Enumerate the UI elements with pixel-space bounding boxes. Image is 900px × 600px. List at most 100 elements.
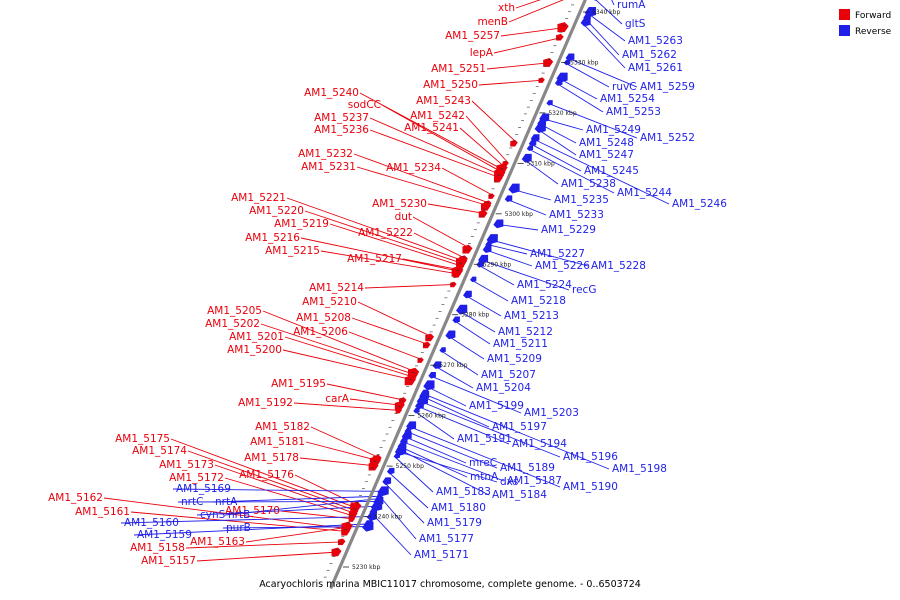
gene-label[interactable]: AM1_5158	[130, 542, 185, 554]
gene-label[interactable]: AM1_5182	[255, 421, 310, 433]
gene-label[interactable]: AM1_5231	[301, 161, 356, 173]
gene-label[interactable]: AM1_5171	[414, 549, 469, 561]
gene-label[interactable]: AM1_5244	[617, 187, 672, 199]
gene-label[interactable]: carA	[325, 393, 350, 405]
gene-label[interactable]: mreC	[469, 457, 497, 469]
gene-label[interactable]: AM1_5209	[487, 353, 542, 365]
gene-label[interactable]: sodCC	[348, 99, 381, 111]
gene-label[interactable]: nrtC	[181, 496, 203, 508]
gene-label[interactable]: AM1_5198	[612, 463, 667, 475]
gene-label[interactable]: AM1_5179	[427, 517, 482, 529]
gene-label[interactable]: AM1_5233	[549, 209, 604, 221]
gene-label[interactable]: AM1_5192	[238, 397, 293, 409]
gene-label[interactable]: AM1_5213	[504, 310, 559, 322]
gene-label[interactable]: AM1_5204	[476, 382, 531, 394]
gene-label[interactable]: AM1_5189	[500, 462, 555, 474]
gene-label[interactable]: menB	[477, 16, 508, 28]
gene-label[interactable]: AM1_5187	[507, 475, 562, 487]
gene-label[interactable]: recG	[572, 284, 596, 296]
gene-label[interactable]: AM1_5247	[579, 149, 634, 161]
gene-label[interactable]: mtnA	[470, 471, 499, 483]
gene-label[interactable]: AM1_5208	[296, 312, 351, 324]
gene-label[interactable]: AM1_5172	[169, 472, 224, 484]
gene-label[interactable]: AM1_5177	[419, 533, 474, 545]
gene-label[interactable]: AM1_5243	[416, 95, 471, 107]
gene-label[interactable]: AM1_5162	[48, 492, 103, 504]
gene-label[interactable]: AM1_5240	[304, 87, 359, 99]
gene-label[interactable]: AM1_5246	[672, 198, 727, 210]
gene-label[interactable]: AM1_5227	[530, 248, 585, 260]
gene-label[interactable]: AM1_5220	[249, 205, 304, 217]
gene-label[interactable]: AM1_5259	[640, 81, 695, 93]
gene-label[interactable]: nrtB	[228, 509, 250, 521]
gene-label[interactable]: AM1_5169	[176, 483, 231, 495]
gene-label[interactable]: dxs	[500, 476, 518, 488]
gene-label[interactable]: AM1_5224	[517, 279, 572, 291]
gene-label[interactable]: AM1_5181	[250, 436, 305, 448]
gene-label[interactable]: dut	[395, 211, 412, 223]
gene-label[interactable]: AM1_5218	[511, 295, 566, 307]
gene-label[interactable]: purB	[226, 522, 251, 534]
gene-label[interactable]: AM1_5211	[493, 338, 548, 350]
gene-label[interactable]: AM1_5263	[628, 35, 683, 47]
gene-label[interactable]: AM1_5196	[563, 451, 618, 463]
gene-label[interactable]: AM1_5203	[524, 407, 579, 419]
gene-label[interactable]: AM1_5241	[404, 122, 459, 134]
gene-label[interactable]: AM1_5160	[124, 517, 179, 529]
gene-label[interactable]: gltS	[625, 18, 646, 30]
gene-label[interactable]: AM1_5197	[492, 421, 547, 433]
gene-label[interactable]: AM1_5254	[600, 93, 655, 105]
gene-label[interactable]: AM1_5229	[541, 224, 596, 236]
gene-label[interactable]: xth	[498, 2, 515, 14]
gene-label[interactable]: lepA	[470, 47, 494, 59]
gene-label[interactable]: AM1_5245	[584, 165, 639, 177]
gene-label[interactable]: AM1_5214	[309, 282, 364, 294]
gene-label[interactable]: AM1_5250	[423, 79, 478, 91]
gene-label[interactable]: AM1_5228	[591, 260, 646, 272]
gene-label[interactable]: AM1_5191	[457, 433, 512, 445]
gene-label[interactable]: AM1_5194	[512, 438, 567, 450]
gene-label[interactable]: AM1_5195	[271, 378, 326, 390]
gene-label[interactable]: AM1_5212	[498, 326, 553, 338]
gene-label[interactable]: AM1_5238	[561, 178, 616, 190]
gene-label[interactable]: AM1_5163	[190, 536, 245, 548]
gene-label[interactable]: AM1_5242	[410, 110, 465, 122]
gene-label[interactable]: rumA	[617, 0, 646, 11]
gene-label[interactable]: AM1_5234	[386, 162, 441, 174]
gene-label[interactable]: AM1_5251	[431, 63, 486, 75]
gene-label[interactable]: AM1_5161	[75, 506, 130, 518]
gene-label[interactable]: AM1_5174	[132, 445, 187, 457]
gene-label[interactable]: AM1_5207	[481, 369, 536, 381]
gene-label[interactable]: AM1_5219	[274, 218, 329, 230]
gene-label[interactable]: AM1_5217	[347, 253, 402, 265]
gene-label[interactable]: AM1_5205	[207, 305, 262, 317]
gene-label[interactable]: cynS	[200, 509, 226, 521]
gene-label[interactable]: nrtA	[215, 496, 238, 508]
gene-label[interactable]: AM1_5202	[205, 318, 260, 330]
gene-label[interactable]: AM1_5230	[372, 198, 427, 210]
gene-label[interactable]: AM1_5159	[137, 529, 192, 541]
gene-label[interactable]: ruvC	[612, 81, 637, 93]
gene-label[interactable]: AM1_5199	[469, 400, 524, 412]
gene-label[interactable]: AM1_5176	[239, 469, 294, 481]
gene-label[interactable]: AM1_5235	[554, 194, 609, 206]
gene-label[interactable]: AM1_5232	[298, 148, 353, 160]
gene-label[interactable]: AM1_5157	[141, 555, 196, 567]
gene-label[interactable]: AM1_5257	[445, 30, 500, 42]
gene-label[interactable]: AM1_5184	[492, 489, 547, 501]
gene-label[interactable]: AM1_5216	[245, 232, 300, 244]
gene-label[interactable]: AM1_5206	[293, 326, 348, 338]
gene-label[interactable]: AM1_5248	[579, 137, 634, 149]
gene-label[interactable]: AM1_5170	[225, 505, 280, 517]
gene-label[interactable]: AM1_5262	[622, 49, 677, 61]
gene-label[interactable]: AM1_5236	[314, 124, 369, 136]
gene-label[interactable]: AM1_5190	[563, 481, 618, 493]
gene-label[interactable]: AM1_5252	[640, 132, 695, 144]
gene-label[interactable]: AM1_5201	[229, 331, 284, 343]
gene-label[interactable]: AM1_5253	[606, 106, 661, 118]
gene-label[interactable]: AM1_5175	[115, 433, 170, 445]
gene-label[interactable]: AM1_5173	[159, 459, 214, 471]
gene-label[interactable]: AM1_5261	[628, 62, 683, 74]
gene-label[interactable]: AM1_5200	[227, 344, 282, 356]
gene-label[interactable]: AM1_5222	[358, 227, 413, 239]
